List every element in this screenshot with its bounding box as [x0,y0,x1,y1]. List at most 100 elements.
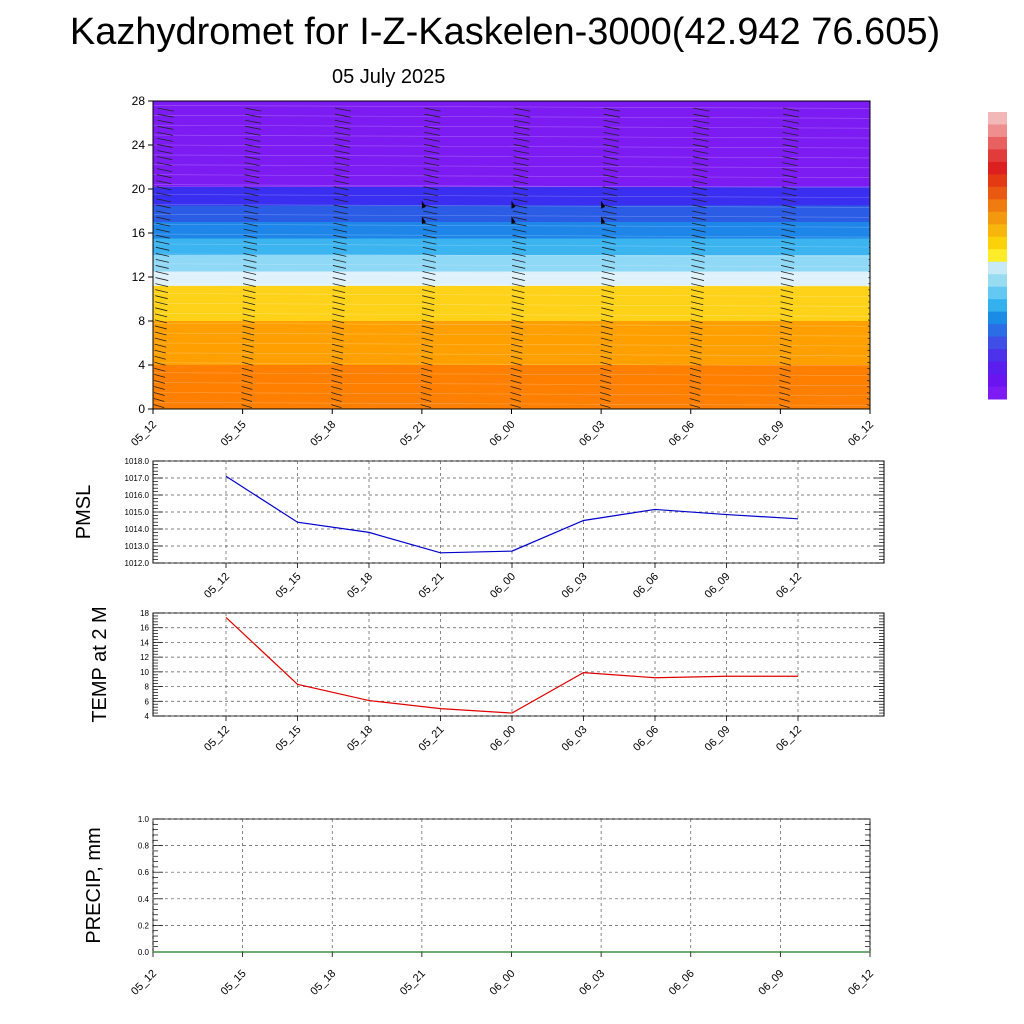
y-tick-label: 1017.0 [125,474,150,483]
wind-barb [157,138,173,142]
wind-barb [154,367,166,372]
temp-2m-panel: 4 6 8 10 12 14 16 18 05_12 05_15 05_18 05_21 06_00 06… [89,606,885,754]
colorbar-swatch [988,236,1007,250]
wind-barb [156,222,171,227]
wind-barb [331,398,342,402]
wind-barb [602,186,618,191]
wind-barb [780,295,794,300]
wind-barb [242,325,255,330]
wind-barb [423,150,440,154]
wind-barb [334,131,351,136]
wind-barb [600,319,614,324]
colorbar-swatch [988,136,1007,150]
x-tick-label: 05_18 [308,419,338,449]
wind-barb-column-06_06 [689,107,710,408]
wind-barb [511,343,523,348]
wind-barb [599,398,611,402]
wind-barb [244,180,260,185]
temperature-band-2 [153,285,870,321]
wind-barb [601,295,614,300]
isotherm-line [153,194,870,198]
wind-barb [423,192,438,197]
wind-barb [867,349,870,352]
wind-barb [333,186,349,191]
wind-barb [601,246,616,251]
wind-barb [601,313,614,318]
wind-barb [513,125,530,130]
wind-barb [601,265,615,269]
wind-barb [513,131,530,136]
wind-barb-column-05_18 [330,107,352,408]
wind-barb [600,355,612,360]
wind-barb [333,240,347,245]
temperature-band-9 [153,101,870,187]
wind-barb [510,386,522,390]
wind-barb [781,246,795,251]
wind-barb [243,216,258,221]
wind-barb [331,355,344,360]
wind-barb [782,125,799,130]
wind-barb [422,295,435,300]
temperature-band-3 [153,271,870,286]
x-tick-label: 05_15 [274,724,304,754]
wind-barb [692,156,709,160]
isotherm-line [153,223,870,228]
wind-barb [513,162,529,166]
wind-barb [333,210,348,215]
wind-barb [155,246,170,251]
wind-barb [870,144,885,147]
wind-barb [243,265,257,269]
wind-barb [243,277,256,281]
colorbar-swatch [988,374,1007,388]
wind-barb [779,355,792,360]
wind-barb [332,325,345,330]
wind-barb [600,361,612,366]
wind-barb [155,295,168,300]
wind-barb [512,222,527,227]
x-tick-label: 06_06 [667,968,697,998]
wind-barb [421,325,434,330]
wind-barb [156,174,172,179]
wind-barb [867,380,870,382]
x-tick-label: 06_06 [631,724,661,754]
wind-barb [869,186,870,188]
wind-barb [155,259,169,263]
y-axis-title: PRECIP, mm [83,827,105,943]
wind-barb [154,337,167,342]
temperature-band-7 [153,205,870,222]
wind-barb [421,349,433,354]
wind-barb [332,265,347,269]
wind-barb [333,204,348,209]
y-tick-label: 20 [132,182,146,196]
wind-barb [782,144,799,148]
wind-barb [781,252,795,257]
wind-barb [781,198,797,203]
wind-pennant [511,216,516,225]
wind-barb [513,156,529,160]
wind-barb [333,180,349,185]
wind-barb [780,325,793,330]
wind-barb [244,168,260,173]
wind-barb [243,259,257,263]
wind-barb [689,386,701,390]
wind-barb [333,222,348,227]
wind-barb [242,343,254,348]
wind-barb [869,216,870,218]
x-tick-label: 06_06 [667,419,697,449]
wind-barb [870,138,885,141]
wind-barb [423,186,439,191]
y-tick-label: 10 [140,668,149,677]
wind-barb [780,289,794,294]
wind-barb [692,186,708,191]
wind-barb [782,138,799,142]
x-tick-label: 05_12 [202,571,232,601]
wind-barb [512,246,526,251]
wind-barb [421,373,433,378]
wind-barb [781,228,796,233]
colorbar-swatch [988,349,1007,363]
wind-barb [422,289,435,294]
wind-barb [691,289,704,294]
isotherm-line [153,214,870,218]
wind-barb [779,380,791,384]
